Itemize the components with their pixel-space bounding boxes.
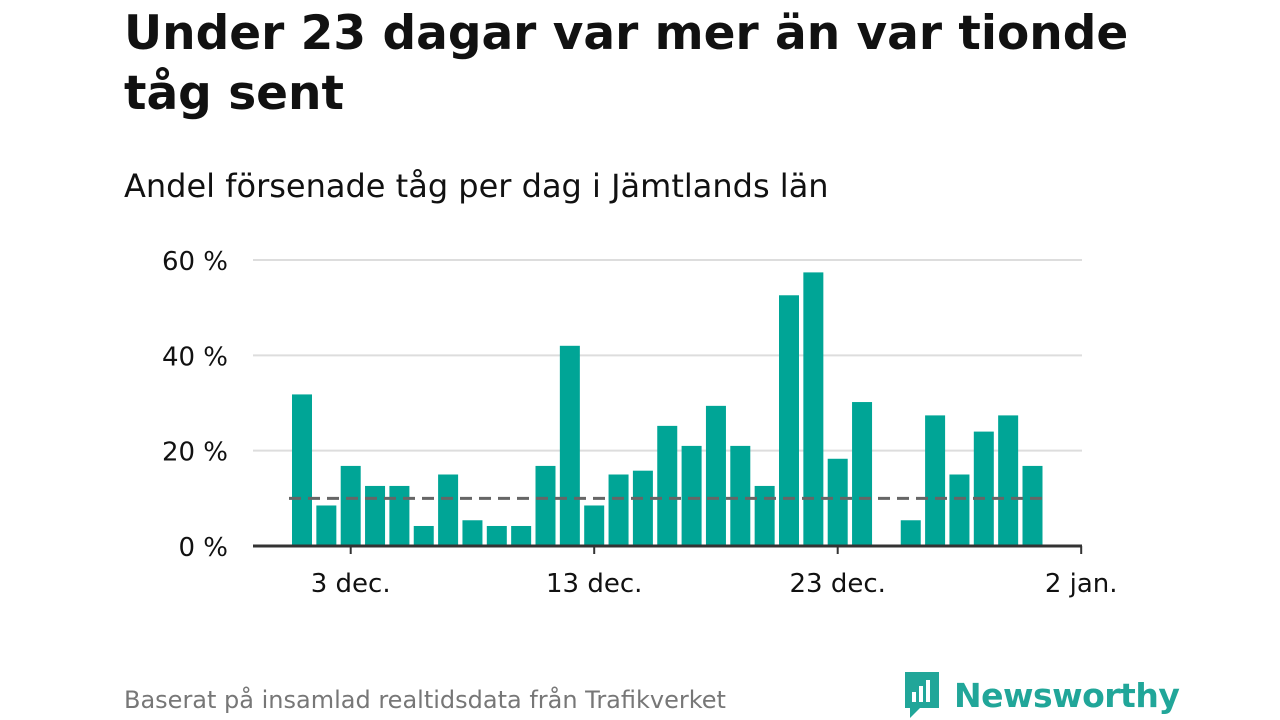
bar (438, 474, 459, 546)
bar (559, 345, 580, 546)
bar (803, 272, 824, 546)
bar (730, 445, 751, 546)
bar (413, 525, 434, 546)
x-tick-label: 23 dec. (789, 569, 885, 599)
bar (1022, 465, 1043, 546)
bar (827, 458, 848, 546)
brand-logo: Newsworthy (902, 670, 1180, 720)
bar (705, 405, 726, 546)
bar (389, 485, 410, 546)
x-tick-label: 3 dec. (311, 569, 391, 599)
newsworthy-logo-icon (905, 672, 939, 718)
bar (340, 465, 361, 546)
bar (535, 465, 556, 546)
bar (949, 474, 970, 546)
bar (998, 415, 1019, 546)
x-tick-label: 2 jan. (1045, 569, 1118, 599)
bar (584, 505, 605, 546)
bar (852, 402, 873, 546)
bar (657, 425, 678, 546)
bar (462, 520, 483, 546)
bar (365, 485, 386, 546)
chart-subtitle: Andel försenade tåg per dag i Jämtlands … (124, 167, 829, 205)
bar (292, 394, 312, 546)
bar (973, 431, 994, 546)
bar (925, 415, 946, 546)
bar (511, 525, 532, 546)
y-tick-label: 20 % (162, 438, 228, 468)
chart-title: Under 23 dagar var mer än var tionde tåg… (124, 6, 1129, 121)
y-tick-label: 0 % (178, 533, 228, 563)
bar (779, 295, 799, 546)
bar (754, 485, 775, 546)
bar (632, 470, 653, 546)
bar (681, 445, 702, 546)
y-tick-label: 60 % (162, 247, 228, 277)
axes: 0 % 20 % 40 % 60 % 3 dec. 13 dec. 23 dec. 2 jan… (162, 247, 1118, 599)
gridlines (253, 259, 1082, 452)
y-tick-label: 40 % (162, 342, 228, 372)
bar (316, 505, 337, 546)
x-tick-label: 13 dec. (546, 569, 642, 599)
bars (292, 272, 1043, 546)
bar (900, 520, 921, 546)
source-note: Baserat på insamlad realtidsdata från Tr… (124, 686, 726, 714)
brand-name: Newsworthy (954, 675, 1180, 715)
bar (486, 525, 507, 546)
bar (608, 474, 629, 546)
